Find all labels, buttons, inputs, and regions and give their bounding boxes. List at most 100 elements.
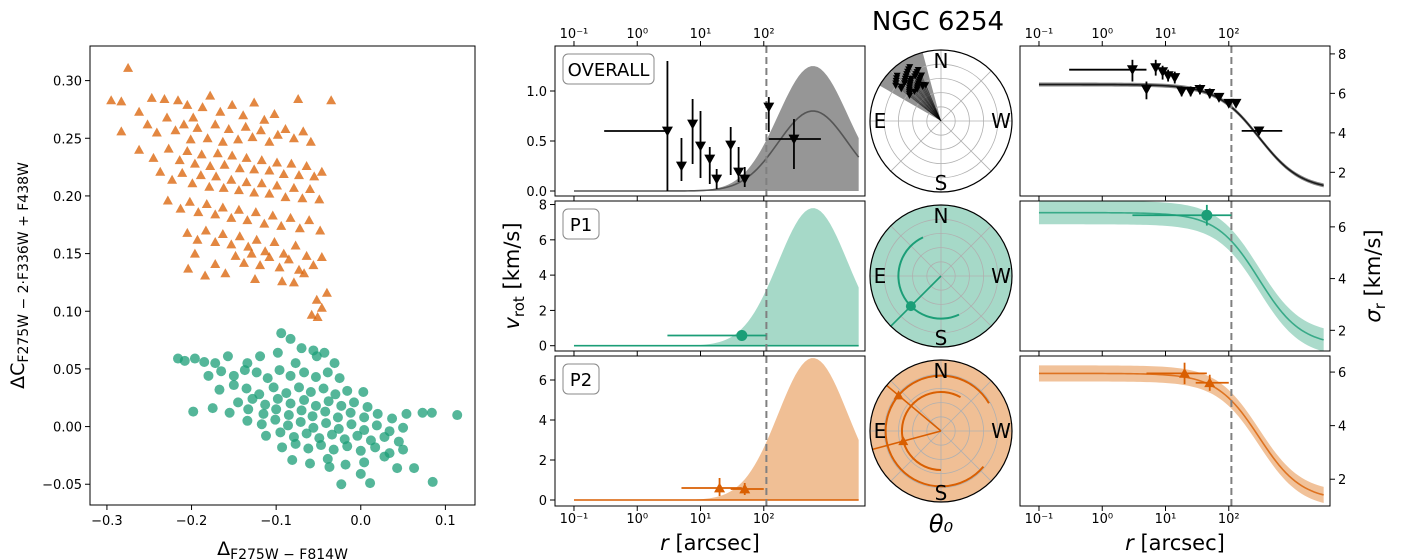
compass-south: S bbox=[935, 326, 948, 350]
data-point bbox=[1157, 67, 1169, 78]
scatter-point-p2 bbox=[189, 158, 200, 168]
x-tick-label: 10² bbox=[753, 512, 775, 527]
data-point bbox=[763, 102, 775, 113]
x-tick-label: 10¹ bbox=[690, 512, 712, 527]
y-axis-label: ΔCF275W − 2·F336W + F438W bbox=[7, 162, 32, 389]
data-point bbox=[1179, 367, 1191, 378]
scatter-point-p2 bbox=[267, 210, 278, 220]
theta-sample-point bbox=[914, 66, 922, 74]
x-tick-label: −0.3 bbox=[91, 514, 123, 529]
scatter-point-p1 bbox=[255, 351, 266, 362]
panel-frame bbox=[1019, 200, 1331, 352]
scatter-point-p1 bbox=[261, 430, 271, 441]
scatter-point-p2 bbox=[294, 264, 304, 274]
y-tick-label: 8 bbox=[1338, 48, 1346, 63]
scatter-point-p1 bbox=[290, 358, 301, 369]
scatter-point-p1 bbox=[316, 440, 326, 451]
scatter-point-p2 bbox=[280, 192, 291, 202]
theta-sample-point bbox=[897, 83, 905, 91]
polar-grid-spoke bbox=[940, 70, 992, 122]
scatter-point-p1 bbox=[199, 356, 210, 367]
scatter-point-p1 bbox=[275, 427, 286, 438]
model-band bbox=[1038, 365, 1324, 503]
data-point bbox=[1223, 98, 1235, 109]
scatter-point-p2 bbox=[173, 95, 183, 105]
scatter-point-p1 bbox=[241, 383, 252, 394]
scatter-point-p1 bbox=[310, 371, 321, 382]
scatter-point-p2 bbox=[288, 133, 299, 143]
scatter-point-p1 bbox=[417, 407, 428, 418]
data-point bbox=[739, 483, 751, 494]
vrot-panel-overall: 0.0 0.5 1.0 OVERALL bbox=[526, 41, 866, 201]
scatter-point-p1 bbox=[179, 355, 190, 366]
polar-grid-spoke bbox=[940, 430, 992, 482]
scatter-point-p2 bbox=[192, 234, 203, 244]
scatter-point-p1 bbox=[336, 479, 347, 490]
theta-sample-point bbox=[907, 75, 915, 83]
scatter-point-p2 bbox=[250, 273, 260, 283]
scatter-point-p2 bbox=[299, 268, 310, 278]
scatter-point-p1 bbox=[409, 463, 420, 474]
scatter-point-p1 bbox=[283, 410, 294, 421]
data-point bbox=[1150, 63, 1162, 74]
y-tick-label: 0.05 bbox=[53, 363, 82, 378]
y-tick-label: 0.30 bbox=[53, 75, 82, 90]
scatter-point-p1 bbox=[401, 408, 412, 419]
scatter-point-p2 bbox=[255, 125, 266, 135]
scatter-point-p2 bbox=[233, 204, 244, 214]
scatter-point-p2 bbox=[249, 164, 260, 174]
scatter-point-p2 bbox=[230, 250, 241, 260]
theta-sample-line bbox=[911, 78, 942, 122]
scatter-point-p2 bbox=[212, 148, 223, 158]
scatter-point-p1 bbox=[189, 353, 200, 364]
data-point bbox=[695, 141, 707, 152]
theta-point bbox=[893, 390, 904, 400]
scatter-point-p2 bbox=[134, 144, 145, 154]
scatter-point-p1 bbox=[307, 411, 318, 422]
scatter-point-p1 bbox=[342, 385, 353, 396]
panel-label-box bbox=[562, 363, 600, 395]
x-tick-label: 10¹ bbox=[1155, 512, 1177, 527]
scatter-point-p2 bbox=[264, 252, 275, 262]
sigma-panel-overall: 2 4 6 8 bbox=[1019, 41, 1346, 201]
x-tick-label-top: 10⁰ bbox=[1091, 27, 1113, 42]
y-tick-label: 6 bbox=[1338, 221, 1346, 236]
data-point bbox=[1169, 73, 1181, 84]
scatter-point-p1 bbox=[370, 442, 381, 453]
x-tick-label-top: 10² bbox=[753, 27, 775, 42]
scatter-point-p1 bbox=[271, 404, 282, 415]
scatter-point-p2 bbox=[294, 223, 305, 233]
scatter-point-p2 bbox=[210, 237, 221, 247]
data-point bbox=[1176, 86, 1188, 97]
compass-north: N bbox=[934, 204, 949, 228]
compass-south: S bbox=[935, 171, 948, 195]
scatter-point-p1 bbox=[320, 406, 331, 417]
chromosome-map-plot: −0.3 −0.2 −0.1 0.0 0.1 −0.05 0.00 0.05 0.10 0.15 0… bbox=[7, 45, 476, 560]
y-tick-label: 2 bbox=[539, 304, 547, 319]
scatter-point-p2 bbox=[256, 178, 267, 188]
scatter-point-p1 bbox=[359, 425, 370, 436]
scatter-point-p2 bbox=[277, 276, 288, 286]
polar-panel-overall: N S E W bbox=[869, 49, 1013, 195]
y-tick-label: 0.5 bbox=[526, 135, 547, 150]
scatter-point-p2 bbox=[175, 203, 186, 213]
theta-point bbox=[905, 301, 916, 312]
compass-east: E bbox=[874, 419, 887, 443]
scatter-point-p2 bbox=[249, 187, 260, 197]
scatter-point-p1 bbox=[319, 347, 330, 358]
scatter-point-p2 bbox=[183, 263, 194, 273]
scatter-point-p2 bbox=[116, 126, 127, 136]
scatter-point-p2 bbox=[285, 212, 296, 222]
x-axis-label: r [arcsec] bbox=[1125, 531, 1225, 555]
scatter-point-p2 bbox=[123, 62, 134, 72]
y-tick-label: 0 bbox=[539, 340, 547, 355]
scatter-point-p2 bbox=[233, 134, 244, 144]
vrot-panels: 0.0 0.5 1.0 OVERALL 0 2 4 6 8 P1 0 2 4 6 P2 10⁻¹ 10⁻¹ 10⁰… bbox=[500, 27, 866, 555]
scatter-point-p1 bbox=[228, 380, 239, 391]
scatter-point-p1 bbox=[274, 365, 285, 376]
scatter-point-p1 bbox=[324, 461, 335, 472]
y-axis-label: vrot [km/s] bbox=[500, 222, 528, 329]
scatter-point-p2 bbox=[260, 246, 271, 256]
scatter-point-p2 bbox=[293, 94, 304, 104]
scatter-point-p1 bbox=[283, 420, 293, 431]
